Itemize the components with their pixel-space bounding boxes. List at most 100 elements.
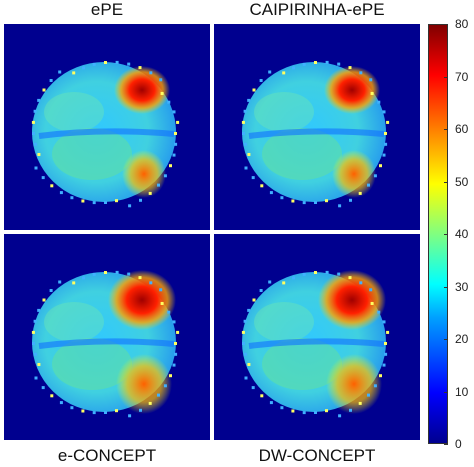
noise-speckle [58,280,62,284]
noise-speckle [33,109,37,113]
map-panel-epe [4,24,210,230]
noise-speckle [349,408,352,412]
colorbar-tick-mark [444,339,448,340]
noise-speckle [59,401,63,405]
noise-speckle [302,201,306,205]
noise-speckle [367,183,370,187]
colorbar-tick-label: 80 [455,17,469,31]
noise-speckle [280,406,284,410]
hotspot-lower [332,150,376,198]
noise-speckle [41,176,45,180]
noise-speckle [31,120,35,124]
noise-speckle [148,191,152,195]
noise-speckle [337,272,341,276]
noise-speckle [176,330,180,334]
noise-speckle [163,174,167,178]
panel-title-dw-concept: DW-CONCEPT [258,446,376,465]
noise-speckle [291,199,295,203]
noise-speckle [337,62,341,66]
noise-speckle [302,62,306,66]
map-panel-e-concept [4,234,210,440]
noise-speckle [81,409,85,413]
noise-speckle [282,71,286,75]
noise-speckle [260,184,264,188]
noise-speckle [32,342,35,345]
noise-speckle [241,120,245,124]
hotspot-upper [324,66,380,114]
colorbar-tick-label: 10 [455,384,469,399]
tissue-region [52,338,132,390]
noise-speckle [338,414,342,418]
noise-speckle [314,61,317,64]
map-panel-caipirinha-epe [214,24,420,230]
noise-speckle [115,409,118,413]
noise-speckle [33,319,37,323]
colorbar-tick-label: 0 [455,437,462,451]
noise-speckle [174,342,177,345]
noise-speckle [172,110,176,114]
noise-speckle [247,153,251,156]
noise-speckle [373,384,377,388]
noise-speckle [72,281,76,285]
noise-speckle [81,199,85,203]
colorbar-tick-mark [444,391,448,393]
heatmap-image [241,270,390,418]
noise-speckle [104,61,107,64]
noise-speckle [379,374,382,378]
noise-speckle [359,281,363,285]
noise-speckle [104,201,107,204]
noise-speckle [386,120,390,124]
noise-speckle [34,166,38,170]
noise-speckle [268,70,272,74]
noise-speckle [259,289,263,292]
noise-speckle [157,183,160,187]
noise-speckle [251,386,255,390]
noise-speckle [325,409,328,413]
noise-speckle [292,66,296,70]
noise-speckle [314,201,317,204]
noise-speckle [244,166,248,170]
noise-speckle [314,271,317,274]
noise-speckle [72,71,76,75]
noise-speckle [70,196,74,200]
tissue-region [44,302,104,342]
noise-speckle [33,142,37,146]
tissue-region [254,302,314,342]
noise-speckle [247,363,251,366]
noise-speckle [33,352,37,356]
hotspot-lower [116,354,172,414]
tissue-region [254,92,314,132]
hotspot-upper [114,66,170,114]
noise-speckle [49,289,53,292]
colorbar-tick-mark [444,444,448,445]
noise-speckle [82,276,86,280]
midline [38,128,175,139]
noise-speckle [358,191,362,195]
noise-speckle [384,342,387,345]
hotspot-upper [318,270,386,330]
noise-speckle [358,401,362,405]
tissue-region [262,128,342,180]
noise-speckle [348,276,352,280]
noise-speckle [174,352,178,356]
colorbar-tick-label: 60 [455,122,469,136]
noise-speckle [242,132,245,135]
colorbar-tick-label: 50 [455,174,469,189]
noise-speckle [159,78,163,82]
noise-speckle [243,109,247,113]
noise-speckle [115,60,119,64]
noise-speckle [370,302,374,305]
noise-speckle [127,272,131,276]
noise-speckle [159,288,163,292]
noise-speckle [260,394,264,398]
colorbar-tick-label: 40 [455,227,469,241]
hotspot-lower [326,354,382,414]
noise-speckle [252,298,256,302]
noise-speckle [172,320,176,324]
noise-speckle [149,71,153,75]
colorbar-tick-mark [444,286,448,288]
noise-speckle [243,352,247,356]
colorbar-tick-label: 30 [455,279,469,294]
noise-speckle [37,153,41,156]
midline [248,128,385,139]
